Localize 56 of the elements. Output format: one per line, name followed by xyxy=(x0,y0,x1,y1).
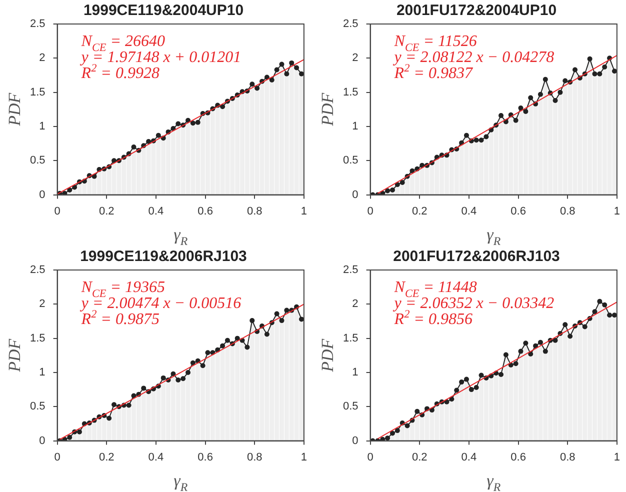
y-tick-label: 0.5 xyxy=(30,154,46,167)
y-tick-label: 1 xyxy=(352,366,358,379)
x-tick-label: 0 xyxy=(367,205,374,218)
y-axis-title: PDF xyxy=(5,92,24,127)
y-tick-label: 2.5 xyxy=(342,264,358,276)
y-tick-label: 2 xyxy=(352,52,358,64)
x-tick-label: 0.4 xyxy=(148,451,164,464)
y-tick-label: 0 xyxy=(352,434,358,447)
y-tick-label: 1 xyxy=(352,120,358,133)
y-tick-label: 0.5 xyxy=(342,400,358,413)
y-tick-label: 0 xyxy=(39,434,46,447)
x-tick-label: 0.4 xyxy=(461,451,477,464)
y-tick-label: 0 xyxy=(352,188,358,201)
x-tick-label: 0.2 xyxy=(98,451,114,464)
y-axis-title: PDF xyxy=(318,338,337,373)
x-tick-label: 0.6 xyxy=(510,205,526,218)
y-tick-label: 1.5 xyxy=(342,86,358,98)
chart-title: 2001FU172&2004UP10 xyxy=(396,2,557,20)
x-tick-label: 0.8 xyxy=(246,205,262,218)
x-tick-label: 0.2 xyxy=(412,451,428,464)
y-tick-label: 1.5 xyxy=(30,86,46,98)
x-tick-label: 1 xyxy=(614,205,620,218)
y-tick-label: 2 xyxy=(39,298,46,310)
y-tick-label: 2.5 xyxy=(342,18,358,30)
y-tick-label: 2 xyxy=(39,52,46,64)
y-tick-label: 2 xyxy=(352,298,358,310)
x-tick-label: 0.6 xyxy=(510,451,526,464)
x-tick-label: 0.8 xyxy=(560,205,576,218)
x-tick-label: 0.4 xyxy=(461,205,477,218)
chart-title: 1999CE119&2006RJ103 xyxy=(80,248,247,266)
x-tick-label: 0.4 xyxy=(148,205,164,218)
y-tick-label: 1.5 xyxy=(342,332,358,344)
x-tick-label: 0.2 xyxy=(412,205,428,218)
x-tick-label: 1 xyxy=(300,451,308,464)
y-tick-label: 2.5 xyxy=(30,264,46,276)
y-tick-label: 0.5 xyxy=(30,400,46,413)
y-axis-title: PDF xyxy=(5,338,24,373)
y-tick-label: 0 xyxy=(39,188,46,201)
x-tick-label: 0.8 xyxy=(560,451,576,464)
y-axis-title: PDF xyxy=(318,92,337,127)
chart-title: 2001FU172&2006RJ103 xyxy=(393,248,560,266)
x-tick-label: 1 xyxy=(614,451,620,464)
x-tick-label: 0.6 xyxy=(198,205,213,218)
x-tick-label: 0 xyxy=(54,451,60,464)
y-tick-label: 1 xyxy=(39,120,46,133)
x-tick-label: 0 xyxy=(54,205,60,218)
y-tick-label: 0.5 xyxy=(342,154,358,167)
x-tick-label: 0.2 xyxy=(98,205,114,218)
x-tick-label: 1 xyxy=(300,205,308,218)
chart-title: 1999CE119&2004UP10 xyxy=(83,2,244,20)
y-tick-label: 1 xyxy=(39,366,46,379)
y-tick-label: 2.5 xyxy=(30,18,46,30)
x-tick-label: 0 xyxy=(367,451,374,464)
y-tick-label: 1.5 xyxy=(30,332,46,344)
x-tick-label: 0.8 xyxy=(246,451,262,464)
x-tick-label: 0.6 xyxy=(198,451,213,464)
